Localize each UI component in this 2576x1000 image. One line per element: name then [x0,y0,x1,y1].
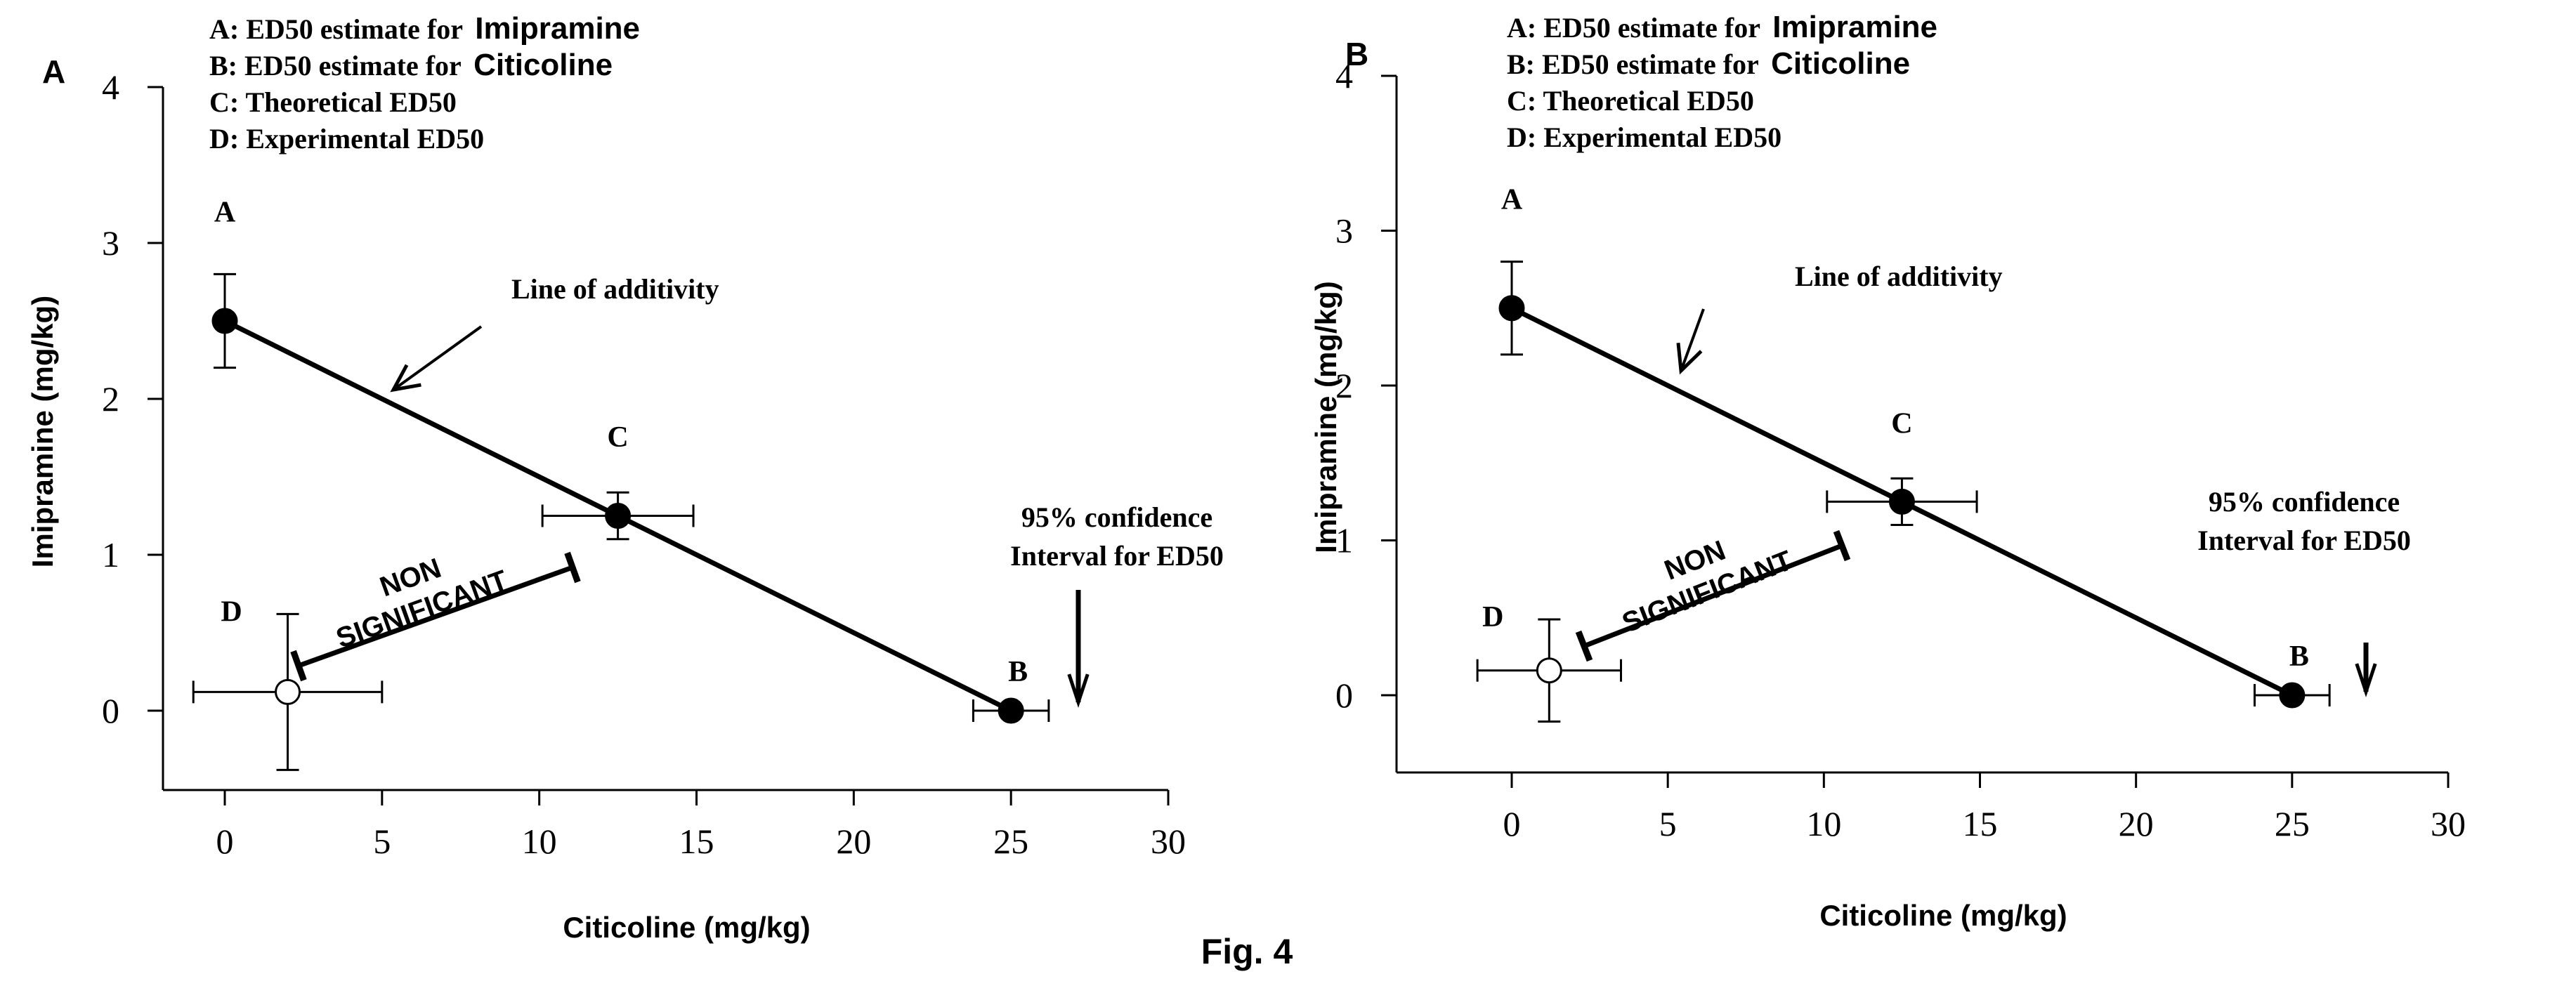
point-label: D [221,596,242,628]
x-tick-label: 30 [1151,822,1186,861]
additivity-arrow-head [390,364,421,393]
data-point-b: B [972,656,1050,724]
x-axis-label: Citicoline (mg/kg) [563,911,810,944]
x-tick-label: 20 [2119,804,2154,843]
marker [1536,657,1562,684]
legend-entry: A: ED50 estimate for Imipramine [1507,10,1937,44]
legend-entry-text: A: ED50 estimate for [1507,12,1767,44]
marker [1498,295,1525,322]
y-tick-label: 4 [1335,56,1353,96]
non-significant-cap [564,551,581,584]
x-tick-label: 20 [836,822,871,861]
y-tick-label: 3 [1335,211,1353,251]
legend-entry-text: B: ED50 estimate for [209,50,468,81]
marker [605,503,632,529]
point-label: A [1501,184,1523,216]
ci-arrow-head [2355,663,2377,697]
y-tick-label: 0 [1335,676,1353,715]
y-tick-label: 2 [102,379,119,419]
additivity-arrow-shaft [1680,308,1705,371]
additivity-arrow-shaft [392,325,483,391]
x-tick-label: 30 [2431,804,2466,843]
legend-entry: A: ED50 estimate for Imipramine [209,11,640,46]
non-significant-cap [1833,529,1851,562]
panel-label: B [1345,36,1368,72]
point-label: C [607,421,628,454]
non-significant-cap [1575,630,1593,662]
x-tick-label: 0 [216,822,234,861]
data-point-d: D [1476,601,1623,723]
marker [2279,682,2306,709]
legend-entry: B: ED50 estimate for Citicoline [1507,46,1910,81]
x-tick-label: 5 [1659,804,1677,843]
point-label: B [1008,656,1028,688]
additivity-line-label: Line of additivity [1795,261,2003,292]
ci-label: Interval for ED50 [2197,525,2411,556]
non-significant-bar [297,565,574,669]
ci-arrow-head [1067,673,1090,708]
x-tick-label: 25 [2275,804,2310,843]
y-tick-label: 1 [1335,521,1353,560]
data-point-c: C [1826,407,1978,526]
marker [1888,488,1915,515]
additivity-arrow-head [1676,342,1703,375]
y-tick-label: 4 [102,67,119,107]
legend-entry: C: Theoretical ED50 [1507,85,1754,117]
marker [211,308,238,334]
y-tick-label: 3 [102,223,119,263]
y-tick-label: 2 [1335,366,1353,405]
y-axis-label: Imipramine (mg/kg) [26,296,59,567]
y-tick-label: 0 [102,691,119,730]
x-tick-label: 25 [993,822,1028,861]
data-point-b: B [2254,640,2331,709]
additivity-line-label: Line of additivity [511,273,719,305]
legend-entry-text: C: Theoretical ED50 [1507,85,1754,117]
marker [998,697,1024,724]
panel-a: A 0 1 2 3 4 0 5 10 15 20 25 30 Citicoline (mg/kg) Imip… [26,11,1224,944]
point-label: D [1482,601,1503,633]
data-point-c: C [541,421,695,541]
legend-entry-drug: Citicoline [473,48,613,82]
data-point-a: A [211,196,238,369]
y-tick-label: 1 [102,535,119,574]
legend-entry-text: D: Experimental ED50 [1507,121,1781,153]
legend-entry: B: ED50 estimate for Citicoline [209,48,613,82]
legend-entry-text: D: Experimental ED50 [209,123,484,154]
legend-entry-drug: Imipramine [1772,10,1937,44]
legend-entry: D: Experimental ED50 [209,123,484,154]
non-significant-cap [290,650,307,682]
legend-entry-drug: Imipramine [475,11,640,46]
figure-caption: Fig. 4 [1201,932,1293,971]
point-label: C [1891,407,1912,440]
panel-label: A [42,53,65,90]
legend-entry-drug: Citicoline [1771,46,1910,81]
legend-entry-text: C: Theoretical ED50 [209,86,457,118]
x-tick-label: 10 [1806,804,1841,843]
point-label: A [214,196,236,228]
x-tick-label: 10 [522,822,557,861]
data-point-d: D [192,596,384,771]
non-significant-bar [1583,543,1843,649]
marker [275,678,301,705]
x-tick-label: 15 [1963,804,1998,843]
x-tick-label: 15 [679,822,714,861]
legend-entry-text: A: ED50 estimate for [209,13,469,45]
x-axis-label: Citicoline (mg/kg) [1819,899,2067,932]
data-point-a: A [1498,184,1525,356]
point-label: B [2289,640,2309,673]
ci-label: 95% confidence [2209,486,2400,518]
legend-entry: D: Experimental ED50 [1507,121,1781,153]
x-tick-label: 0 [1503,804,1521,843]
panel-b: B 0 1 2 3 4 0 5 10 15 20 25 30 Citicoline (mg/kg) Imip… [1309,10,2466,932]
ci-label: 95% confidence [1021,501,1212,533]
legend-entry-text: B: ED50 estimate for [1507,48,1765,80]
legend-entry: C: Theoretical ED50 [209,86,457,118]
y-axis-label: Imipramine (mg/kg) [1309,281,1342,553]
ci-label: Interval for ED50 [1010,540,1224,572]
x-tick-label: 5 [373,822,391,861]
